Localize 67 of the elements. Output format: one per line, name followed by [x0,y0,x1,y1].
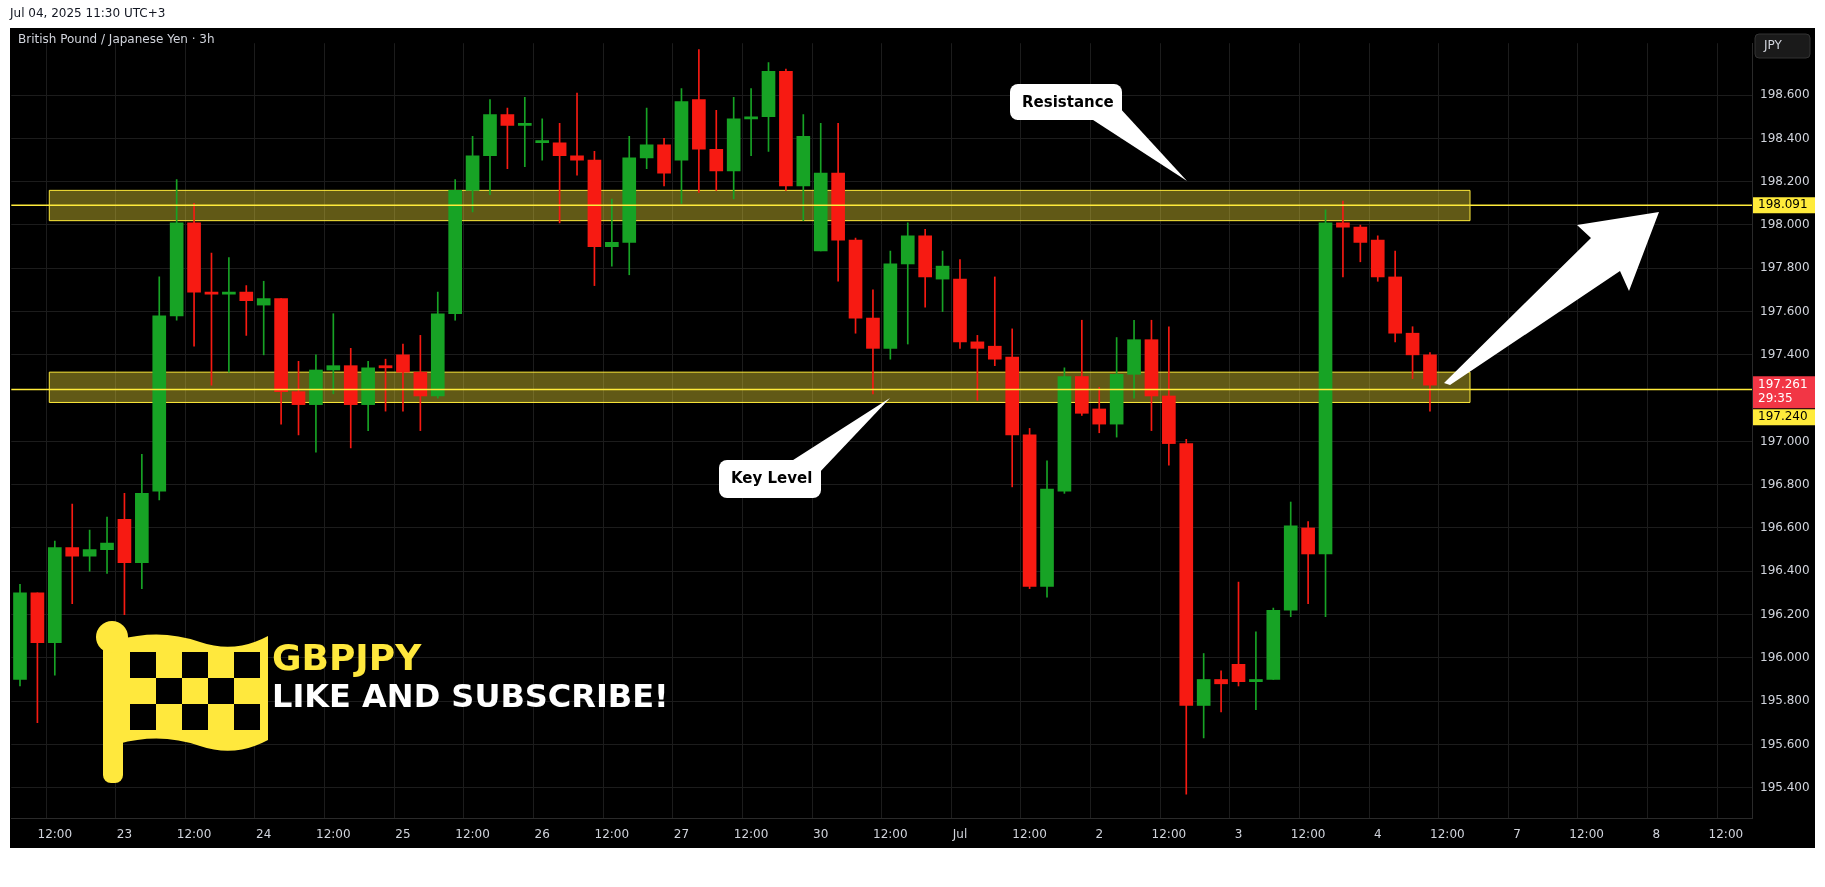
candlestick [570,92,584,176]
y-axis-title: JPY [1763,38,1783,53]
candlestick [900,222,915,345]
candlestick [256,280,271,356]
x-tick-label: 12:00 [1569,827,1604,842]
x-tick-label: 12:00 [1708,827,1744,842]
y-tick-label: 196.000 [1760,649,1810,664]
x-tick-label: 2 [1095,827,1104,842]
annotation: Resistance [1022,93,1114,111]
y-tick-label: 196.200 [1760,606,1810,621]
y-tick-label: 197.000 [1760,433,1810,448]
y-tick-label: 197.400 [1760,346,1810,361]
y-tick-label: 195.400 [1760,779,1810,794]
x-tick-label: 12:00 [1430,827,1465,842]
annotation: LIKE AND SUBSCRIBE! [272,677,669,715]
candlestick [222,257,236,373]
candlestick [744,88,758,157]
x-tick-label: 25 [395,827,411,842]
candlestick [1214,670,1228,713]
candlestick [100,516,114,574]
x-tick-label: 12:00 [1151,827,1187,842]
annotation: GBPJPY [272,637,422,678]
x-tick-label: 4 [1373,827,1382,842]
text: 197.261 [1758,377,1808,392]
y-tick-label: 198.600 [1760,87,1810,102]
ref-line-label: 198.091 [1758,197,1808,212]
y-tick-label: 198.200 [1760,173,1810,188]
candlestick [605,198,619,267]
x-tick-label: 12:00 [873,827,908,842]
x-tick-label: Jul [951,827,968,842]
annotation: Key Level [731,469,813,487]
x-tick-label: 26 [534,827,550,842]
x-tick-label: 24 [256,827,272,842]
x-tick-label: 12:00 [594,827,630,842]
candlestick [326,313,341,395]
y-tick-label: 198.000 [1760,217,1810,232]
x-tick-label: 12:00 [1290,827,1326,842]
x-tick-label: 30 [813,827,829,842]
y-tick-label: 198.400 [1760,130,1810,145]
y-tick-label: 196.600 [1760,520,1810,535]
x-tick-label: 12:00 [176,827,212,842]
y-tick-label: 195.800 [1760,693,1810,708]
y-tick-label: 196.800 [1760,476,1810,491]
x-tick-label: 27 [673,827,690,842]
y-tick-label: 197.600 [1760,303,1810,318]
x-tick-label: 8 [1652,827,1661,842]
candlestick [1249,631,1263,711]
text: 29:35 [1758,391,1793,406]
y-tick-label: 197.800 [1760,260,1810,275]
x-tick-label: 12:00 [733,827,769,842]
chart-title: British Pound / Japanese Yen · 3h [18,32,215,47]
candlestick [517,96,532,167]
y-tick-label: 195.600 [1760,736,1810,751]
y-tick-label: 196.400 [1760,563,1810,578]
x-tick-label: 12:00 [455,827,490,842]
candlestick [535,118,550,161]
x-tick-label: 7 [1513,827,1521,842]
candlestick [987,276,1002,366]
x-tick-label: 12:00 [1012,827,1047,842]
candlestick [65,503,80,605]
text: Jul 04, 2025 11:30 UTC+3 [10,6,166,20]
candlestick [239,285,254,336]
x-tick-label: 3 [1234,827,1243,842]
x-tick-label: 12:00 [316,827,351,842]
x-tick-label: 12:00 [37,827,73,842]
ref-line-label: 197.240 [1758,409,1808,424]
x-tick-label: 23 [116,827,133,842]
